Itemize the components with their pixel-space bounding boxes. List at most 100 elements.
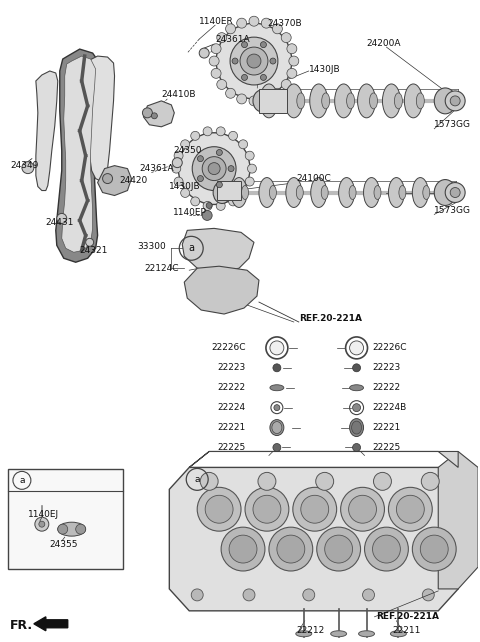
Text: 22225: 22225: [372, 443, 401, 452]
Circle shape: [373, 473, 391, 490]
Text: 22226C: 22226C: [372, 343, 407, 352]
Ellipse shape: [285, 84, 303, 118]
Text: 22221: 22221: [372, 423, 401, 432]
Circle shape: [57, 213, 67, 223]
Circle shape: [216, 23, 292, 99]
Circle shape: [85, 238, 94, 247]
Circle shape: [228, 132, 238, 141]
Ellipse shape: [390, 630, 407, 637]
Text: 24431: 24431: [46, 218, 74, 227]
Circle shape: [237, 18, 247, 28]
Circle shape: [143, 108, 152, 118]
Circle shape: [209, 56, 219, 66]
FancyArrow shape: [34, 617, 68, 630]
Text: 22223: 22223: [217, 363, 245, 372]
Text: 1140EJ: 1140EJ: [28, 510, 59, 519]
Text: 1573GG: 1573GG: [434, 120, 471, 129]
Text: 22124C: 22124C: [144, 264, 179, 273]
Ellipse shape: [259, 178, 275, 207]
Polygon shape: [189, 451, 458, 467]
Text: 24420: 24420: [120, 176, 148, 185]
Circle shape: [353, 364, 360, 372]
Circle shape: [261, 74, 266, 80]
Polygon shape: [62, 56, 96, 252]
Circle shape: [420, 535, 448, 563]
Circle shape: [396, 495, 424, 523]
Circle shape: [258, 473, 276, 490]
Circle shape: [22, 162, 34, 173]
Circle shape: [203, 202, 212, 211]
Text: 22211: 22211: [393, 626, 421, 635]
Circle shape: [191, 132, 200, 141]
Circle shape: [200, 473, 218, 490]
Circle shape: [103, 173, 112, 184]
Circle shape: [249, 96, 259, 106]
Text: 1140EP: 1140EP: [173, 208, 207, 217]
Bar: [259, 89, 287, 113]
Circle shape: [348, 495, 376, 523]
Text: 22223: 22223: [372, 363, 401, 372]
Ellipse shape: [349, 419, 363, 437]
Text: 1430JB: 1430JB: [309, 64, 340, 74]
Circle shape: [253, 495, 281, 523]
Circle shape: [364, 527, 408, 571]
Text: 24321: 24321: [80, 246, 108, 255]
Circle shape: [324, 535, 353, 563]
Ellipse shape: [310, 84, 328, 118]
Ellipse shape: [272, 93, 280, 109]
Circle shape: [362, 589, 374, 601]
Circle shape: [211, 69, 221, 78]
Circle shape: [289, 56, 299, 66]
Polygon shape: [36, 71, 58, 191]
Polygon shape: [182, 229, 254, 272]
Ellipse shape: [241, 186, 249, 200]
Circle shape: [261, 18, 271, 28]
Circle shape: [191, 197, 200, 206]
Polygon shape: [144, 101, 174, 126]
Circle shape: [303, 589, 315, 601]
Circle shape: [191, 589, 203, 601]
Text: 1430JB: 1430JB: [169, 182, 201, 191]
Ellipse shape: [322, 93, 330, 109]
Text: 22222: 22222: [217, 383, 245, 392]
Circle shape: [35, 517, 49, 531]
Ellipse shape: [270, 385, 284, 391]
Circle shape: [316, 473, 334, 490]
Circle shape: [211, 44, 221, 54]
Circle shape: [353, 404, 360, 412]
Text: 24200A: 24200A: [367, 39, 401, 48]
Circle shape: [180, 140, 190, 149]
Text: 24350: 24350: [173, 146, 202, 155]
Text: 22222: 22222: [372, 383, 401, 392]
Polygon shape: [438, 451, 478, 589]
Circle shape: [281, 33, 291, 42]
Circle shape: [76, 524, 85, 534]
Polygon shape: [87, 56, 115, 180]
Circle shape: [221, 527, 265, 571]
Circle shape: [199, 48, 209, 58]
Text: 33300: 33300: [137, 242, 166, 251]
Circle shape: [273, 24, 282, 34]
Circle shape: [172, 158, 182, 168]
Circle shape: [247, 54, 261, 68]
Circle shape: [450, 96, 460, 106]
Circle shape: [243, 589, 255, 601]
Circle shape: [228, 197, 238, 206]
Circle shape: [172, 164, 181, 173]
Circle shape: [229, 535, 257, 563]
Circle shape: [216, 202, 225, 211]
Text: 1140ER: 1140ER: [199, 17, 234, 26]
Text: 22226C: 22226C: [211, 343, 246, 352]
Circle shape: [230, 37, 278, 85]
Circle shape: [341, 487, 384, 531]
Text: 22225: 22225: [217, 443, 245, 452]
Circle shape: [197, 487, 241, 531]
Ellipse shape: [412, 178, 428, 207]
Circle shape: [216, 182, 222, 187]
Circle shape: [287, 69, 297, 78]
Circle shape: [232, 58, 238, 64]
Text: 22224B: 22224B: [372, 403, 407, 412]
Circle shape: [388, 487, 432, 531]
Circle shape: [192, 147, 236, 191]
Circle shape: [274, 404, 280, 411]
